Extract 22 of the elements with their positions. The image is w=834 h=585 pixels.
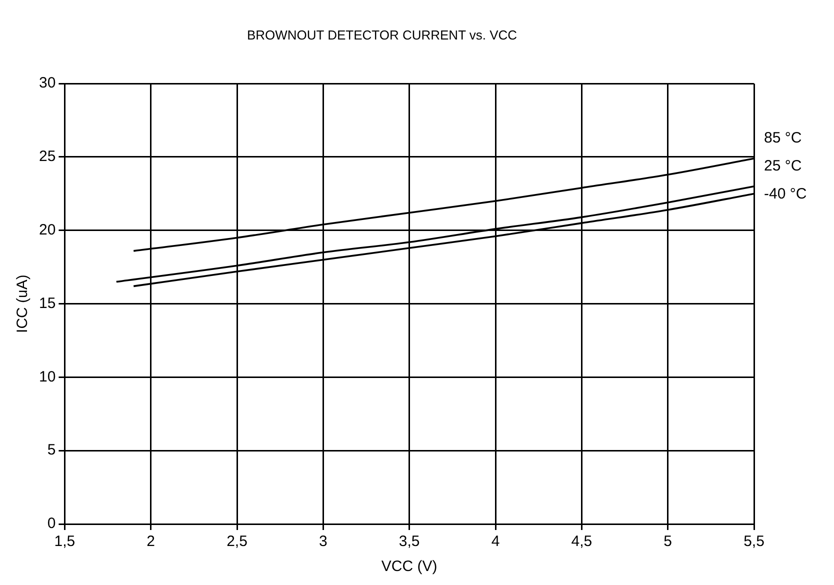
x-tick-label: 5 [664, 533, 672, 550]
y-axis-title: ICC (uA) [14, 274, 32, 333]
series-label: -40 °C [764, 186, 807, 203]
x-tick-label: 4,5 [571, 533, 592, 550]
y-tick-label: 20 [38, 222, 56, 239]
x-tick-label: 3,5 [398, 533, 420, 550]
y-tick-label: 5 [47, 442, 56, 459]
y-tick-label: 15 [38, 294, 56, 312]
y-tick-label: 25 [38, 148, 56, 166]
x-tick-label: 3 [319, 533, 328, 550]
chart-title: BROWNOUT DETECTOR CURRENT vs. VCC [246, 27, 518, 42]
y-tick-label: 0 [47, 515, 56, 532]
y-tick-label: 10 [38, 368, 56, 386]
y-tick-label: 30 [38, 74, 56, 92]
x-tick-label: 2,5 [226, 533, 248, 550]
x-axis-title: VCC (V) [381, 558, 438, 576]
series-label: 85 °C [764, 130, 802, 147]
x-tick-label: 2 [146, 533, 156, 550]
x-tick-label: 1,5 [54, 533, 76, 550]
x-tick-label: 5,5 [744, 533, 764, 550]
series-label: 25 °C [764, 158, 802, 175]
x-tick-label: 4 [491, 533, 500, 550]
